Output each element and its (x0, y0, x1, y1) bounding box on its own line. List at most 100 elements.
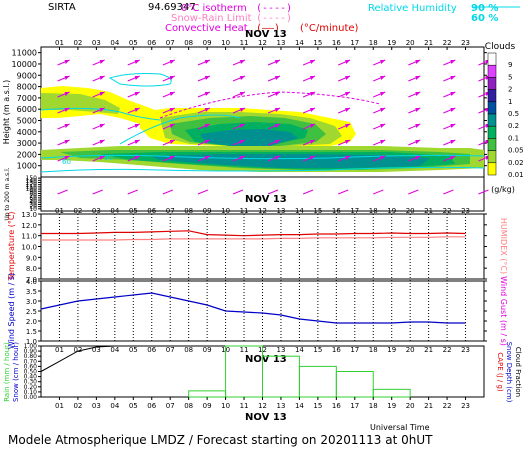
wind-arrow-head (450, 60, 456, 64)
wind-arrow-head (310, 76, 316, 80)
clouds-xtick-label: 11 (240, 39, 249, 47)
wind-arrow-head (275, 124, 281, 128)
surface-ytick-label: 30 (29, 201, 37, 208)
wind-arrow-head (169, 76, 175, 80)
wind-arrow-head (239, 76, 245, 80)
colorbar-level-label: 0.02 (508, 159, 524, 167)
temperature-yticks: 7.0 8.0 9.0 10.0 11.0 12.0 13.0 (21, 211, 487, 284)
surface-ytick-label: 140 (26, 177, 38, 184)
clouds-xtick-label: 15 (313, 39, 322, 47)
wind-arrow-head (275, 76, 281, 80)
temperature-xtick-top-label: 12 (258, 207, 267, 215)
wind-arrow-head (169, 140, 175, 144)
surface-ytick-label: 10 (29, 206, 37, 213)
surface-ytick-label: 20 (29, 204, 37, 211)
series-temperature-line (41, 230, 466, 237)
precip-xtick-label: 07 (166, 402, 175, 410)
wind-arrow-head (204, 156, 210, 160)
surface-plot-frame (40, 176, 485, 212)
precip-xtick-label: 15 (313, 402, 322, 410)
surface-ytick-label: 130 (26, 179, 38, 186)
colorbar-swatch (487, 77, 497, 90)
wind-arrow-head (275, 140, 281, 144)
surface-wind-arrow (267, 189, 279, 195)
wind-arrow-head (64, 124, 70, 128)
clouds-ytick-label: 7000 (17, 94, 37, 103)
wind-arrow-head (345, 108, 351, 112)
precip-xtick-label: 12 (258, 402, 267, 410)
wind-arrow-head (345, 92, 351, 96)
wind-arrow-head (275, 60, 281, 64)
wind-arrow-head (64, 156, 70, 160)
precip-ytick-label: 0.00 (24, 394, 38, 401)
clouds-xtick-label: 10 (221, 39, 230, 47)
precip-panel: Rain (mm / hour) Snow (cm / hour) CAPE (… (3, 207, 522, 432)
wind-arrow-head (204, 76, 210, 80)
clouds-xtick-label: 19 (387, 39, 396, 47)
colorbar-title: Clouds (485, 42, 516, 52)
wind-arrow-head (415, 108, 421, 112)
rh-contour-3 (119, 114, 241, 145)
clouds-xtick-label: 01 (55, 39, 64, 47)
wind-arrow-head (310, 124, 316, 128)
rh-contour-label-90: 90 (104, 154, 113, 162)
wind-ytick-label: 4.0 (26, 278, 37, 286)
wind-arrow-head (99, 124, 105, 128)
legend-rh-60: 60 % (471, 13, 498, 24)
wind-arrow-head (310, 140, 316, 144)
legend-convective-unit: (°C/minute) (300, 23, 359, 34)
precip-xtick-top-label: 01 (55, 346, 64, 354)
wind-arrow-head (204, 124, 210, 128)
wind-arrow-head (99, 108, 105, 112)
clouds-ytick-label: 11000 (12, 49, 37, 58)
bottom-date-label: NOV 13 (245, 412, 287, 423)
colorbar-swatch (487, 138, 497, 151)
snow-ylabel: Snow (cm / hour) (12, 342, 20, 402)
cloud-band-mid-teal (200, 129, 298, 146)
colorbar-swatch (487, 89, 497, 103)
wind-ytick-label: 3.0 (26, 298, 37, 306)
wind-arrow-head (310, 108, 316, 112)
clouds-xtick-label: 12 (258, 39, 267, 47)
precip-xtick-top-label: 15 (313, 346, 322, 354)
rh-contour-4 (40, 154, 485, 160)
precip-xtick-label: 10 (221, 402, 230, 410)
snowdepth-ylabel: Snow Depth (cm) (505, 342, 513, 403)
isotherm-line (159, 91, 381, 119)
wind-panel: Wind Speed (m / s) Wind Gust (m / s) 1.0… (7, 273, 508, 349)
clouds-ytick-label: 4000 (17, 128, 37, 137)
clouds-xtick-label: 03 (92, 39, 101, 47)
legend-snowrain-dash: (----) (256, 13, 292, 24)
precip-xtick-label: 16 (332, 402, 341, 410)
wind-arrow-head (450, 108, 456, 112)
wind-arrow-head (134, 108, 140, 112)
precip-xtick-top-label: 06 (147, 346, 156, 354)
colorbar: Clouds 9 5 2 1 0.5 0.2 0.1 0.05 0.02 0.01 (g/kg) (485, 42, 524, 194)
wind-arrow-head (345, 76, 351, 80)
temperature-ytick-label: 13.0 (21, 211, 37, 219)
cloud-band-low-teal (150, 154, 430, 168)
station-name: SIRTA (48, 2, 76, 13)
wind-arrow-head (450, 140, 456, 144)
wind-arrow-head (450, 124, 456, 128)
precip-xtick-label: 03 (92, 402, 101, 410)
precip-xtick-top-label: 22 (443, 346, 452, 354)
wind-arrow-head (64, 76, 70, 80)
station-coords: 94.69347 (148, 2, 196, 13)
clouds-date-label: NOV 13 (245, 29, 287, 40)
wind-arrow-head (99, 156, 105, 160)
precip-xtick-label: 22 (443, 402, 452, 410)
temperature-xtick-top-label: 23 (461, 207, 470, 215)
precip-ytick-label: 1.00 (24, 343, 38, 350)
precip-ytick-label: 0.60 (24, 363, 38, 370)
clouds-ytick-label: 10000 (12, 60, 37, 69)
wind-arrow-head (204, 60, 210, 64)
precip-xtick-label: 02 (73, 402, 82, 410)
wind-arrow-head (345, 60, 351, 64)
precip-xtick-top-label: 17 (350, 346, 359, 354)
precip-xtick-top-label: 14 (295, 346, 304, 354)
precip-xtick-top-label: 02 (73, 346, 82, 354)
colorbar-boxes: 9 5 2 1 0.5 0.2 0.1 0.05 0.02 0.01 (487, 52, 524, 179)
